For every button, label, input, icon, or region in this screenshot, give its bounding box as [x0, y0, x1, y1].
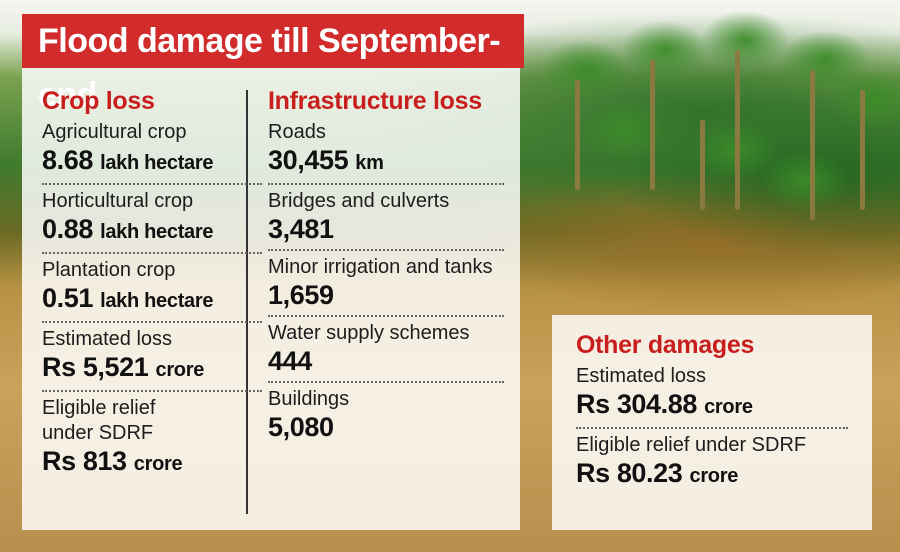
infra-item-buildings: Buildings 5,080	[268, 387, 504, 447]
infra-item-bridges: Bridges and culverts 3,481	[268, 189, 504, 251]
item-label: Eligible relief under SDRF	[576, 434, 807, 456]
item-value: Rs 813 crore	[42, 446, 183, 476]
infra-item-water-supply: Water supply schemes 444	[268, 321, 504, 383]
item-value: 444	[268, 346, 312, 376]
other-damages-section: Other damages Estimated loss Rs 304.88 c…	[576, 330, 848, 500]
title-banner: Flood damage till September-end	[22, 14, 524, 114]
item-label: Buildings	[268, 388, 350, 410]
item-value: 5,080	[268, 412, 334, 442]
item-label: Agricultural crop	[42, 121, 187, 143]
crop-item-plantation: Plantation crop 0.51 lakh hectare	[42, 258, 262, 323]
item-label: Horticultural crop	[42, 190, 194, 212]
main-panel	[22, 64, 520, 530]
item-value: 0.88 lakh hectare	[42, 214, 214, 244]
crop-item-eligible-relief: Eligible relief under SDRF Rs 813 crore	[42, 396, 262, 484]
column-divider	[246, 90, 248, 514]
item-label: Roads	[268, 121, 326, 143]
item-value: Rs 304.88 crore	[576, 389, 753, 419]
other-item-eligible-relief: Eligible relief under SDRF Rs 80.23 cror…	[576, 433, 848, 496]
infra-item-roads: Roads 30,455 km	[268, 120, 504, 185]
crop-item-horticultural: Horticultural crop 0.88 lakh hectare	[42, 189, 262, 254]
item-value: Rs 80.23 crore	[576, 458, 739, 488]
item-value: 1,659	[268, 280, 334, 310]
item-value: 8.68 lakh hectare	[42, 145, 214, 175]
item-value: 0.51 lakh hectare	[42, 283, 214, 313]
crop-loss-heading: Crop loss	[42, 87, 155, 115]
item-value: 3,481	[268, 214, 334, 244]
item-label: Estimated loss	[42, 328, 173, 350]
other-damages-panel	[552, 315, 872, 530]
item-label: Plantation crop	[42, 259, 176, 281]
crop-item-agricultural: Agricultural crop 8.68 lakh hectare	[42, 120, 262, 185]
other-item-estimated-loss: Estimated loss Rs 304.88 crore	[576, 364, 848, 429]
item-label: Minor irrigation and tanks	[268, 256, 493, 278]
item-label: Eligible relief under SDRF	[42, 397, 156, 444]
other-damages-heading: Other damages	[576, 331, 755, 359]
page-title: Flood damage till September-end	[38, 22, 501, 114]
item-value: Rs 5,521 crore	[42, 352, 205, 382]
item-label: Bridges and culverts	[268, 190, 450, 212]
crop-item-estimated-loss: Estimated loss Rs 5,521 crore	[42, 327, 262, 392]
infra-item-minor-irrigation: Minor irrigation and tanks 1,659	[268, 255, 504, 317]
item-label: Estimated loss	[576, 365, 707, 387]
infrastructure-loss-heading: Infrastructure loss	[268, 87, 482, 115]
crop-loss-section: Crop loss Agricultural crop 8.68 lakh he…	[42, 86, 262, 488]
item-value: 30,455 km	[268, 145, 384, 175]
item-label: Water supply schemes	[268, 322, 470, 344]
infrastructure-loss-section: Infrastructure loss Roads 30,455 km Brid…	[268, 86, 504, 451]
